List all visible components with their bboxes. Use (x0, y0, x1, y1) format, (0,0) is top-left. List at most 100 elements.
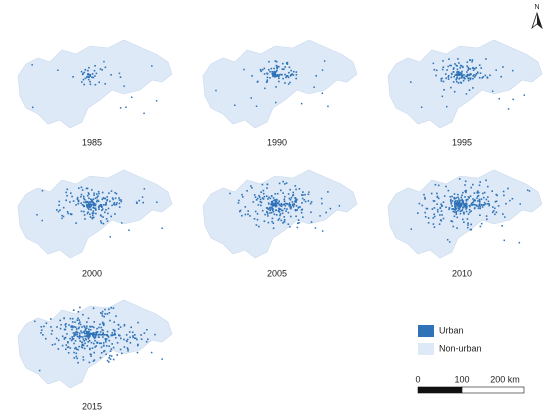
urban-patch (278, 65, 280, 68)
north-label: N (534, 4, 539, 11)
urban-patch (308, 191, 310, 193)
urban-patch (66, 333, 68, 335)
urban-patch (495, 69, 497, 71)
urban-patch (492, 210, 495, 212)
urban-patch (87, 204, 89, 206)
urban-patch (89, 213, 91, 216)
urban-patch (304, 200, 307, 203)
urban-patch (155, 100, 158, 102)
urban-patch (476, 190, 479, 193)
urban-patch (110, 355, 113, 357)
urban-patch (278, 73, 281, 76)
urban-patch (474, 207, 476, 209)
urban-patch (100, 326, 103, 329)
legend-label: Urban (439, 325, 464, 335)
urban-patch (469, 68, 472, 70)
urban-patch (243, 68, 245, 71)
region (202, 39, 358, 129)
urban-patch (446, 69, 448, 71)
urban-patch (45, 322, 48, 324)
urban-patch (263, 195, 266, 198)
urban-patch (274, 73, 276, 75)
urban-patch (284, 82, 286, 84)
urban-patch (470, 186, 472, 189)
urban-patch (66, 188, 69, 191)
urban-patch (458, 204, 460, 206)
urban-patch (273, 75, 275, 77)
urban-patch (302, 191, 304, 193)
urban-patch (301, 197, 304, 200)
urban-patch (91, 189, 93, 191)
urban-patch (58, 200, 61, 203)
urban-patch (253, 218, 256, 220)
urban-patch (85, 331, 88, 333)
urban-patch (98, 206, 100, 209)
urban-patch (272, 197, 275, 199)
urban-patch (285, 210, 287, 212)
urban-patch (99, 323, 101, 326)
urban-patch (126, 347, 129, 349)
urban-patch (81, 344, 84, 346)
urban-patch (452, 71, 455, 73)
urban-patch (96, 196, 98, 199)
urban-patch (290, 196, 293, 199)
urban-patch (489, 74, 491, 77)
urban-patch (72, 76, 74, 78)
urban-patch (275, 75, 278, 78)
urban-patch (91, 73, 94, 75)
urban-patch (474, 74, 477, 77)
urban-patch (441, 95, 444, 98)
urban-patch (457, 202, 460, 205)
urban-patch (73, 342, 75, 345)
urban-patch (107, 207, 110, 210)
urban-patch (107, 212, 109, 215)
urban-patch (97, 334, 100, 336)
urban-patch (480, 222, 483, 225)
urban-patch (251, 75, 253, 77)
urban-patch (94, 346, 96, 348)
urban-patch (89, 203, 91, 205)
urban-patch (79, 340, 81, 342)
urban-patch (507, 187, 509, 190)
urban-patch (247, 210, 249, 212)
urban-patch (120, 337, 122, 340)
urban-patch (138, 199, 141, 202)
urban-patch (40, 329, 43, 331)
urban-patch (473, 192, 476, 194)
urban-patch (479, 207, 481, 210)
urban-patch (84, 335, 86, 337)
urban-patch (476, 197, 478, 199)
urban-patch (67, 352, 70, 354)
scale-bar-label: 100 (454, 374, 469, 384)
urban-patch (507, 108, 510, 110)
urban-patch (275, 203, 278, 206)
urban-patch (453, 196, 455, 199)
urban-patch (469, 228, 472, 231)
urban-patch (62, 215, 65, 218)
urban-patch (68, 324, 70, 326)
urban-patch (103, 324, 105, 326)
urban-patch (88, 331, 90, 333)
urban-patch (482, 192, 484, 195)
urban-patch (134, 337, 137, 340)
urban-patch (106, 199, 109, 201)
urban-patch (90, 198, 92, 201)
urban-patch (467, 222, 469, 224)
urban-patch (107, 335, 109, 337)
urban-patch (73, 332, 76, 334)
urban-patch (276, 202, 279, 204)
urban-patch (464, 196, 466, 198)
urban-patch (424, 216, 427, 218)
urban-patch (105, 340, 107, 343)
urban-patch (448, 58, 450, 60)
urban-patch (96, 342, 98, 344)
urban-patch (448, 206, 451, 209)
urban-patch (254, 210, 257, 213)
urban-patch (277, 210, 280, 212)
urban-patch (280, 202, 283, 205)
urban-patch (441, 214, 443, 216)
urban-patch (102, 334, 104, 336)
urban-patch (259, 200, 262, 203)
urban-patch (82, 78, 85, 81)
urban-patch (279, 208, 282, 210)
